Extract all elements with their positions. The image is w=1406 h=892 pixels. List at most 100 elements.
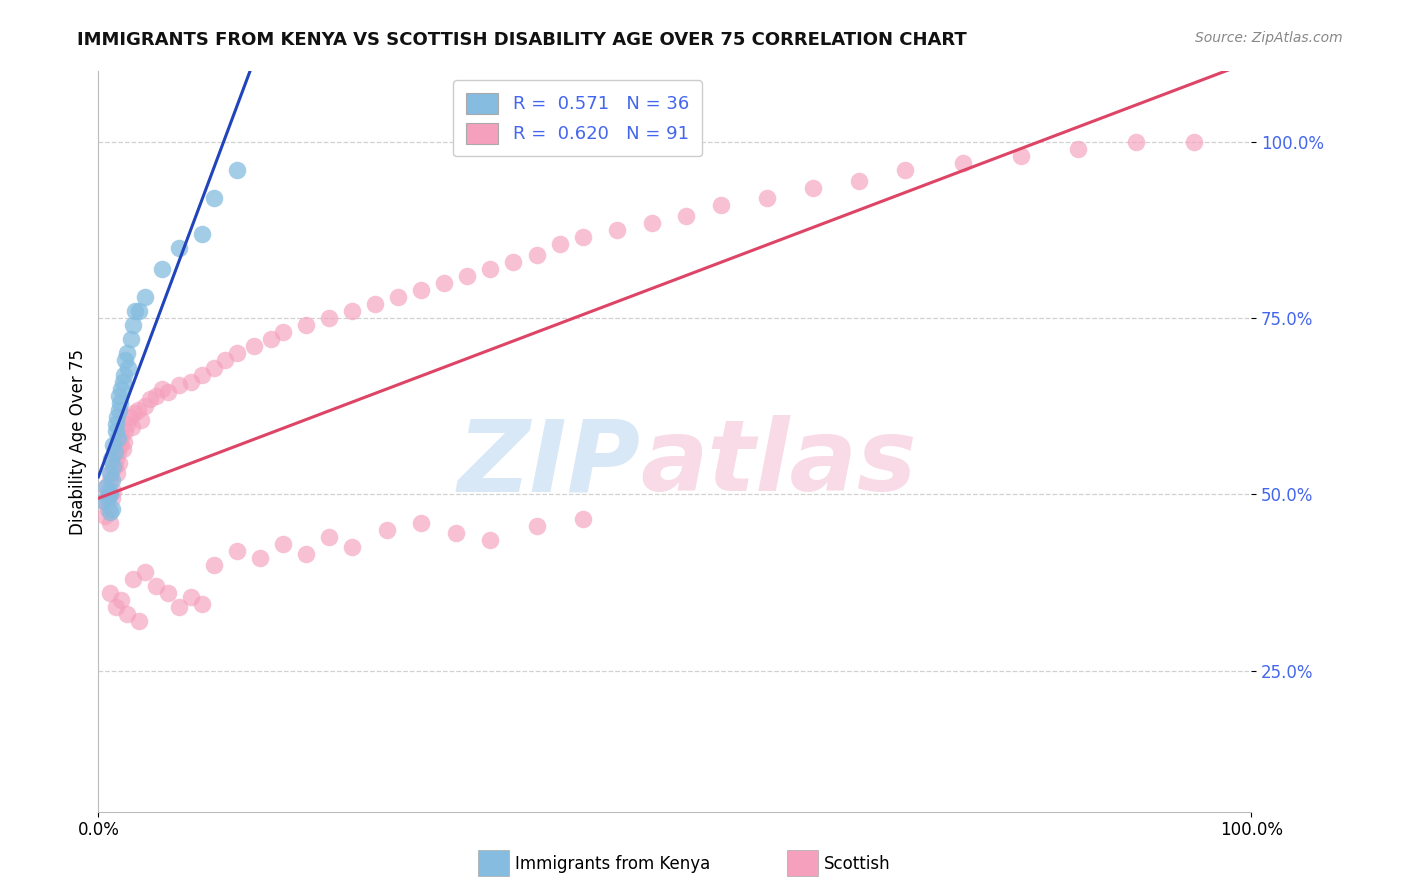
- Point: [548, 237, 571, 252]
- Point: [117, 607, 139, 622]
- Legend: R =  0.571   N = 36, R =  0.620   N = 91: R = 0.571 N = 36, R = 0.620 N = 91: [453, 80, 702, 156]
- Y-axis label: Disability Age Over 75: Disability Age Over 75: [69, 349, 87, 534]
- Point: [105, 409, 128, 424]
- Point: [318, 311, 340, 326]
- Point: [340, 541, 363, 555]
- Point: [202, 191, 225, 205]
- Point: [117, 417, 139, 431]
- Point: [202, 360, 225, 375]
- Point: [225, 163, 247, 178]
- Point: [128, 304, 150, 318]
- Point: [364, 297, 387, 311]
- Point: [104, 452, 127, 467]
- Point: [98, 473, 121, 487]
- Point: [295, 547, 318, 561]
- Point: [801, 180, 824, 194]
- Point: [526, 519, 548, 533]
- Point: [502, 254, 524, 268]
- Point: [167, 241, 190, 255]
- Point: [167, 378, 190, 392]
- Point: [101, 501, 124, 516]
- Point: [952, 156, 974, 170]
- Point: [260, 332, 283, 346]
- Point: [145, 389, 167, 403]
- Text: Scottish: Scottish: [824, 855, 890, 873]
- Point: [103, 459, 125, 474]
- Point: [98, 586, 121, 600]
- Point: [848, 174, 870, 188]
- Point: [167, 600, 190, 615]
- Point: [571, 512, 593, 526]
- Point: [103, 445, 125, 459]
- Point: [1182, 135, 1205, 149]
- Point: [110, 438, 132, 452]
- Point: [108, 402, 131, 417]
- Point: [150, 382, 173, 396]
- Point: [271, 537, 294, 551]
- Point: [108, 456, 131, 470]
- Point: [114, 424, 136, 438]
- Point: [101, 491, 124, 505]
- Text: ZIP: ZIP: [457, 416, 640, 512]
- Point: [225, 346, 247, 360]
- Point: [129, 413, 152, 427]
- Point: [202, 558, 225, 572]
- Point: [444, 526, 467, 541]
- Point: [121, 420, 143, 434]
- Point: [122, 406, 145, 420]
- Point: [114, 353, 136, 368]
- Point: [112, 434, 135, 449]
- Point: [110, 396, 132, 410]
- Point: [110, 382, 132, 396]
- Point: [117, 346, 139, 360]
- Point: [111, 442, 134, 456]
- Point: [156, 385, 179, 400]
- Point: [433, 276, 456, 290]
- Point: [97, 501, 120, 516]
- Point: [526, 248, 548, 262]
- Point: [104, 417, 127, 431]
- Point: [340, 304, 363, 318]
- Point: [120, 332, 142, 346]
- Point: [318, 530, 340, 544]
- Point: [128, 615, 150, 629]
- Point: [387, 290, 409, 304]
- Point: [98, 505, 121, 519]
- Point: [134, 399, 156, 413]
- Point: [127, 402, 149, 417]
- Point: [641, 216, 664, 230]
- Point: [117, 360, 139, 375]
- Point: [456, 268, 478, 283]
- Point: [225, 544, 247, 558]
- Point: [675, 209, 697, 223]
- Point: [1125, 135, 1147, 149]
- Point: [107, 445, 129, 459]
- Point: [191, 368, 214, 382]
- Point: [249, 550, 271, 565]
- Point: [103, 438, 125, 452]
- Point: [411, 516, 433, 530]
- Point: [111, 375, 134, 389]
- Point: [98, 516, 121, 530]
- Point: [180, 375, 202, 389]
- Point: [134, 290, 156, 304]
- Point: [606, 223, 628, 237]
- Point: [191, 597, 214, 611]
- Point: [97, 483, 120, 498]
- Point: [100, 452, 122, 467]
- Point: [375, 523, 398, 537]
- Point: [101, 473, 124, 487]
- Point: [295, 318, 318, 333]
- Point: [139, 392, 162, 407]
- Text: IMMIGRANTS FROM KENYA VS SCOTTISH DISABILITY AGE OVER 75 CORRELATION CHART: IMMIGRANTS FROM KENYA VS SCOTTISH DISABI…: [77, 31, 967, 49]
- Point: [97, 487, 120, 501]
- Point: [710, 198, 733, 212]
- Point: [243, 339, 266, 353]
- Point: [180, 590, 202, 604]
- Point: [145, 579, 167, 593]
- Text: Source: ZipAtlas.com: Source: ZipAtlas.com: [1195, 31, 1343, 45]
- Point: [107, 431, 129, 445]
- Point: [110, 431, 132, 445]
- Point: [96, 480, 118, 494]
- Point: [100, 467, 122, 481]
